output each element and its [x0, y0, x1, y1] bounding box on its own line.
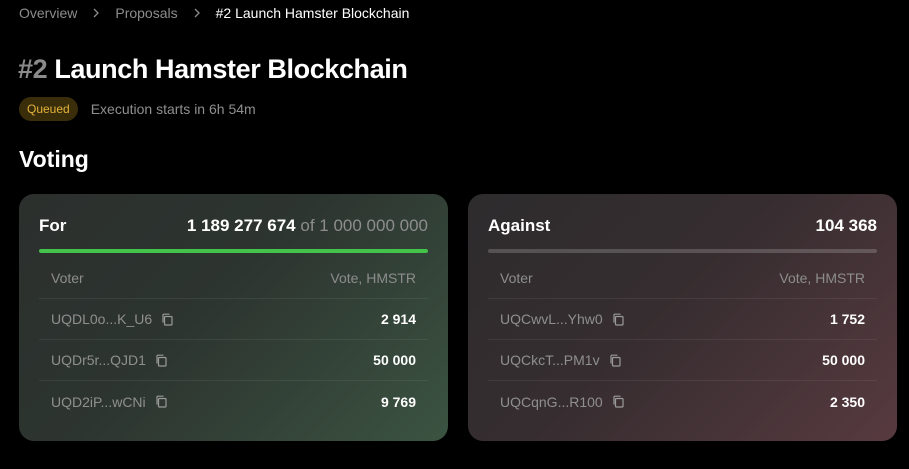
vote-amount: 1 752 [830, 311, 865, 327]
copy-icon[interactable] [155, 395, 168, 408]
copy-icon[interactable] [609, 354, 622, 367]
for-quorum: 1 000 000 000 [319, 216, 428, 235]
proposal-number: #2 [18, 54, 47, 84]
vote-amount: 50 000 [373, 352, 416, 368]
table-row: UQCwvL...Yhw0 1 752 [488, 299, 877, 340]
for-of: of [300, 216, 314, 235]
status-row: Queued Execution starts in 6h 54m [19, 97, 256, 121]
table-header: Voter Vote, HMSTR [488, 258, 877, 299]
table-row: UQCqnG...R100 2 350 [488, 381, 877, 422]
chevron-right-icon [192, 8, 202, 18]
chevron-right-icon [91, 8, 101, 18]
voter-address: UQCqnG...R100 [500, 394, 625, 410]
voting-title: Voting [19, 146, 89, 173]
breadcrumb-overview[interactable]: Overview [19, 5, 77, 21]
against-header: Against 104 368 [488, 216, 877, 236]
for-votes-table: Voter Vote, HMSTR UQDL0o...K_U6 2 914 UQ… [39, 258, 428, 422]
copy-icon[interactable] [155, 354, 168, 367]
column-voter: Voter [51, 270, 84, 286]
table-row: UQD2iP...wCNi 9 769 [39, 381, 428, 422]
voter-address: UQD2iP...wCNi [51, 394, 168, 410]
voter-address: UQDr5r...QJD1 [51, 352, 168, 368]
column-vote: Vote, HMSTR [330, 270, 416, 286]
for-card: For 1 189 277 674 of 1 000 000 000 Voter… [19, 194, 448, 441]
execution-text: Execution starts in 6h 54m [91, 101, 256, 117]
for-header: For 1 189 277 674 of 1 000 000 000 [39, 216, 428, 236]
for-count: 1 189 277 674 of 1 000 000 000 [187, 216, 428, 236]
voter-address: UQCwvL...Yhw0 [500, 311, 625, 327]
column-voter: Voter [500, 270, 533, 286]
against-votes-table: Voter Vote, HMSTR UQCwvL...Yhw0 1 752 UQ… [488, 258, 877, 422]
page-title: #2 Launch Hamster Blockchain [18, 54, 407, 85]
copy-icon[interactable] [612, 313, 625, 326]
voter-address: UQCkcT...PM1v [500, 352, 622, 368]
vote-amount: 50 000 [822, 352, 865, 368]
voter-address-text: UQCkcT...PM1v [500, 352, 600, 368]
copy-icon[interactable] [161, 313, 174, 326]
voter-address: UQDL0o...K_U6 [51, 311, 174, 327]
for-label: For [39, 216, 66, 236]
for-total: 1 189 277 674 [187, 216, 296, 235]
vote-amount: 2 350 [830, 394, 865, 410]
voter-address-text: UQDL0o...K_U6 [51, 311, 152, 327]
breadcrumb: Overview Proposals #2 Launch Hamster Blo… [19, 4, 409, 22]
vote-amount: 9 769 [381, 394, 416, 410]
column-vote: Vote, HMSTR [779, 270, 865, 286]
proposal-name: Launch Hamster Blockchain [54, 54, 407, 84]
voter-address-text: UQD2iP...wCNi [51, 394, 146, 410]
table-row: UQCkcT...PM1v 50 000 [488, 340, 877, 381]
for-progress-track [39, 249, 428, 253]
copy-icon[interactable] [612, 395, 625, 408]
against-progress-track [488, 249, 877, 253]
against-card: Against 104 368 Voter Vote, HMSTR UQCwvL… [468, 194, 897, 441]
table-row: UQDL0o...K_U6 2 914 [39, 299, 428, 340]
for-progress-fill [39, 249, 428, 253]
table-row: UQDr5r...QJD1 50 000 [39, 340, 428, 381]
voter-address-text: UQDr5r...QJD1 [51, 352, 146, 368]
table-header: Voter Vote, HMSTR [39, 258, 428, 299]
status-badge: Queued [19, 97, 78, 121]
against-label: Against [488, 216, 550, 236]
voter-address-text: UQCwvL...Yhw0 [500, 311, 603, 327]
vote-amount: 2 914 [381, 311, 416, 327]
breadcrumb-current: #2 Launch Hamster Blockchain [216, 5, 410, 21]
breadcrumb-proposals[interactable]: Proposals [115, 5, 177, 21]
against-total: 104 368 [816, 216, 877, 236]
voter-address-text: UQCqnG...R100 [500, 394, 603, 410]
